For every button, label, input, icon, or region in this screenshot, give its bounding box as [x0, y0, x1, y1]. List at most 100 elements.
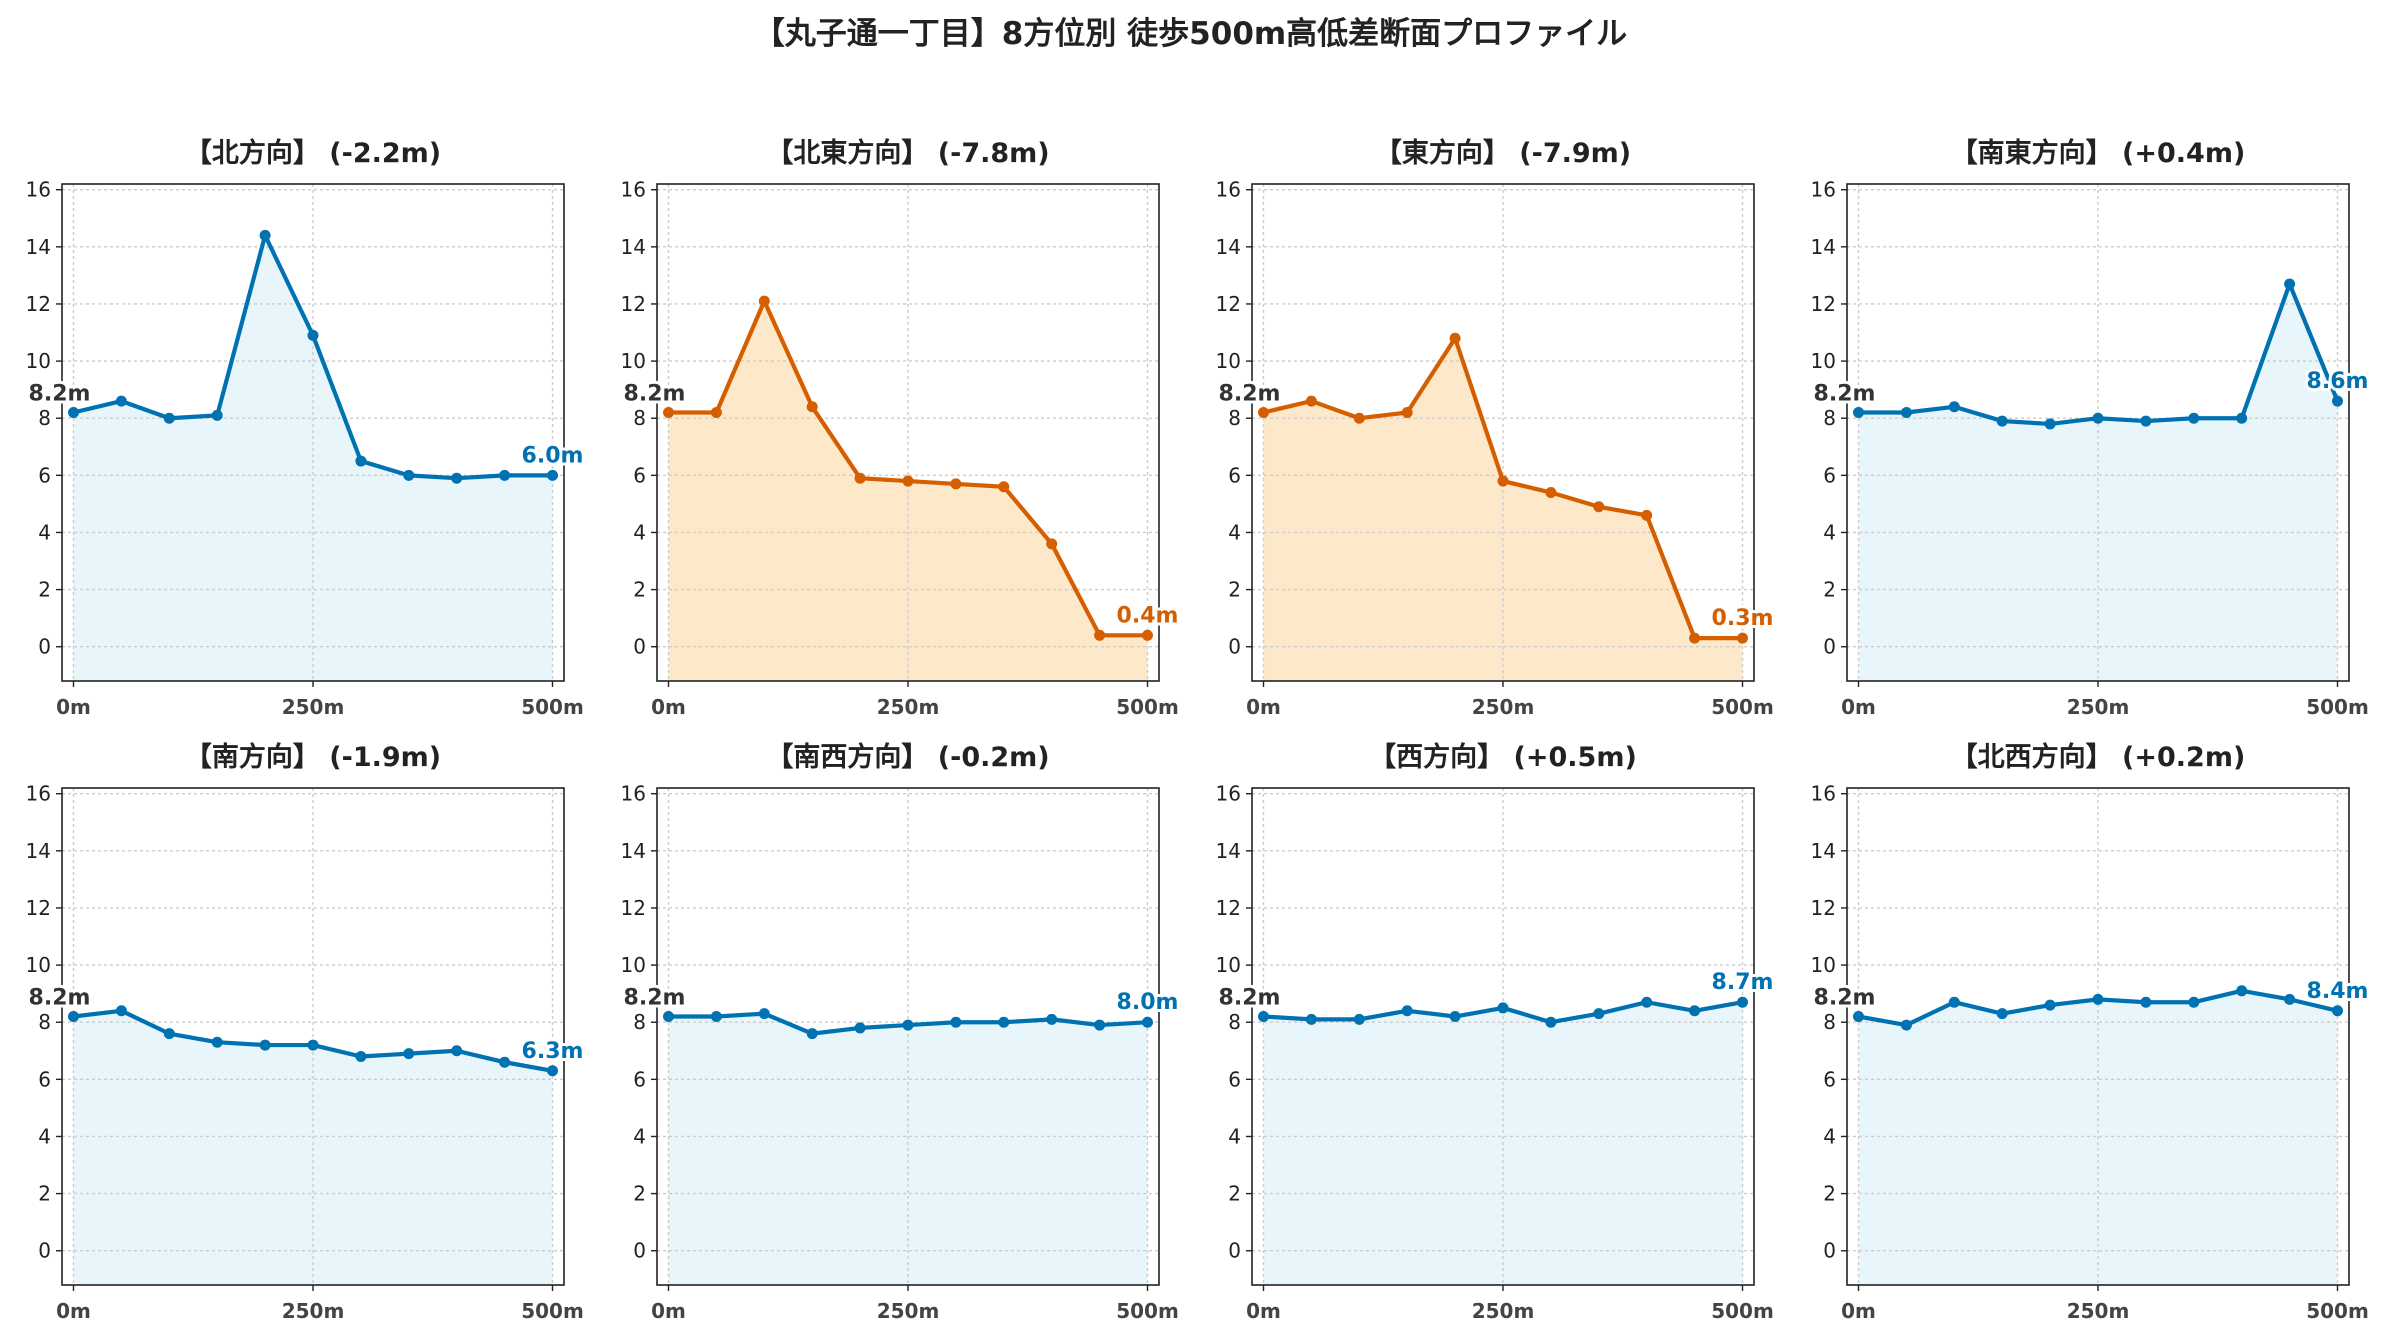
x-tick-label: 500m: [2306, 695, 2369, 719]
elevation-point: [854, 472, 866, 484]
end-elevation-label: 8.6m: [2307, 369, 2369, 394]
y-tick-label: 4: [38, 1124, 51, 1148]
x-tick-label: 0m: [1246, 1299, 1281, 1323]
elevation-point: [547, 469, 559, 481]
elevation-point: [758, 295, 770, 307]
elevation-point: [1142, 1016, 1154, 1028]
elevation-point: [1094, 629, 1106, 641]
y-tick-label: 2: [633, 578, 646, 602]
elevation-point: [259, 229, 271, 241]
y-tick-label: 12: [621, 896, 646, 920]
elevation-point: [1737, 632, 1749, 644]
elevation-point: [355, 455, 367, 467]
start-elevation-label: 8.2m: [1219, 986, 1281, 1011]
elevation-point: [2236, 412, 2248, 424]
elevation-point: [2332, 1005, 2344, 1017]
y-tick-label: 2: [38, 578, 51, 602]
elevation-point: [662, 1011, 674, 1023]
elevation-point: [403, 1048, 415, 1060]
y-tick-label: 0: [38, 635, 51, 659]
y-tick-label: 8: [1823, 406, 1836, 430]
y-tick-label: 14: [621, 235, 646, 259]
subplot-4: 【南東方向】 (+0.4m) 0 2 4 6 8 10 12 14 16 0m 250m 500m 8.2…: [1811, 137, 2372, 719]
y-tick-label: 6: [1228, 1067, 1241, 1091]
elevation-point: [115, 395, 127, 407]
y-tick-label: 4: [1228, 520, 1241, 544]
y-tick-label: 10: [1811, 953, 1836, 977]
y-tick-label: 16: [621, 178, 646, 202]
elevation-point: [1046, 538, 1058, 550]
elevation-point: [163, 1028, 175, 1040]
elevation-point: [758, 1008, 770, 1020]
elevation-fill: [73, 235, 553, 681]
y-tick-label: 10: [1811, 349, 1836, 373]
y-tick-label: 16: [1811, 178, 1836, 202]
subplot-3: 【東方向】 (-7.9m) 0 2 4 6 8 10 12 14 16 0m 250m 500m 8.2m…: [1216, 137, 1777, 719]
subplot-title: 【北西方向】 (+0.2m): [1951, 741, 2246, 773]
elevation-point: [902, 1019, 914, 1031]
elevation-point: [998, 1016, 1010, 1028]
subplot-title: 【南東方向】 (+0.4m): [1951, 137, 2246, 169]
elevation-fill: [73, 1010, 553, 1285]
elevation-point: [1545, 1016, 1557, 1028]
y-tick-label: 2: [1228, 1182, 1241, 1206]
x-tick-label: 250m: [877, 1299, 940, 1323]
elevation-point: [1497, 475, 1509, 487]
x-tick-label: 250m: [1472, 1299, 1535, 1323]
y-tick-label: 12: [26, 292, 51, 316]
start-elevation-label: 8.2m: [624, 986, 686, 1011]
elevation-point: [1593, 1008, 1605, 1020]
elevation-point: [1257, 1011, 1269, 1023]
x-tick-label: 250m: [282, 1299, 345, 1323]
x-tick-label: 250m: [877, 695, 940, 719]
y-tick-label: 14: [26, 235, 51, 259]
elevation-point: [1852, 407, 1864, 419]
y-tick-label: 0: [1228, 635, 1241, 659]
y-tick-label: 12: [1216, 292, 1241, 316]
x-tick-label: 500m: [521, 695, 584, 719]
elevation-point: [67, 1011, 79, 1023]
elevation-point: [950, 478, 962, 490]
elevation-point: [307, 1039, 319, 1051]
elevation-point: [2236, 985, 2248, 997]
y-tick-label: 8: [633, 1010, 646, 1034]
start-elevation-label: 8.2m: [1219, 382, 1281, 407]
y-tick-label: 6: [38, 1067, 51, 1091]
elevation-point: [211, 409, 223, 421]
y-tick-label: 8: [1228, 1010, 1241, 1034]
y-tick-label: 6: [1823, 1067, 1836, 1091]
subplot-title: 【南西方向】 (-0.2m): [766, 741, 1049, 773]
elevation-point: [1689, 1005, 1701, 1017]
y-tick-label: 2: [1228, 578, 1241, 602]
end-elevation-label: 8.4m: [2307, 979, 2369, 1004]
elevation-point: [1353, 412, 1365, 424]
elevation-point: [1689, 632, 1701, 644]
subplot-1: 【北方向】 (-2.2m) 0 2 4 6 8 10 12 14 16 0m 250m 500m 8.2m…: [26, 137, 587, 719]
elevation-point: [710, 1011, 722, 1023]
subplot-title: 【北東方向】 (-7.8m): [766, 137, 1049, 169]
y-tick-label: 6: [1823, 463, 1836, 487]
subplot-title: 【北方向】 (-2.2m): [185, 137, 441, 169]
elevation-point: [1948, 996, 1960, 1008]
elevation-point: [902, 475, 914, 487]
subplot-8: 【北西方向】 (+0.2m) 0 2 4 6 8 10 12 14 16 0m 250m 500m 8.2…: [1811, 741, 2372, 1323]
y-tick-label: 12: [1811, 292, 1836, 316]
end-elevation-label: 0.4m: [1117, 603, 1179, 628]
end-elevation-label: 6.3m: [522, 1039, 584, 1064]
x-tick-label: 250m: [2067, 1299, 2130, 1323]
y-tick-label: 10: [26, 953, 51, 977]
elevation-point: [547, 1065, 559, 1077]
y-tick-label: 16: [1216, 178, 1241, 202]
elevation-point: [1641, 996, 1653, 1008]
subplot-5: 【南方向】 (-1.9m) 0 2 4 6 8 10 12 14 16 0m 250m 500m 8.2m…: [26, 741, 587, 1323]
elevation-point: [1852, 1011, 1864, 1023]
elevation-point: [1900, 407, 1912, 419]
y-tick-label: 10: [621, 349, 646, 373]
elevation-point: [806, 401, 818, 413]
y-tick-label: 6: [38, 463, 51, 487]
elevation-point: [1142, 629, 1154, 641]
y-tick-label: 14: [1811, 839, 1836, 863]
y-tick-label: 16: [26, 178, 51, 202]
elevation-point: [451, 472, 463, 484]
